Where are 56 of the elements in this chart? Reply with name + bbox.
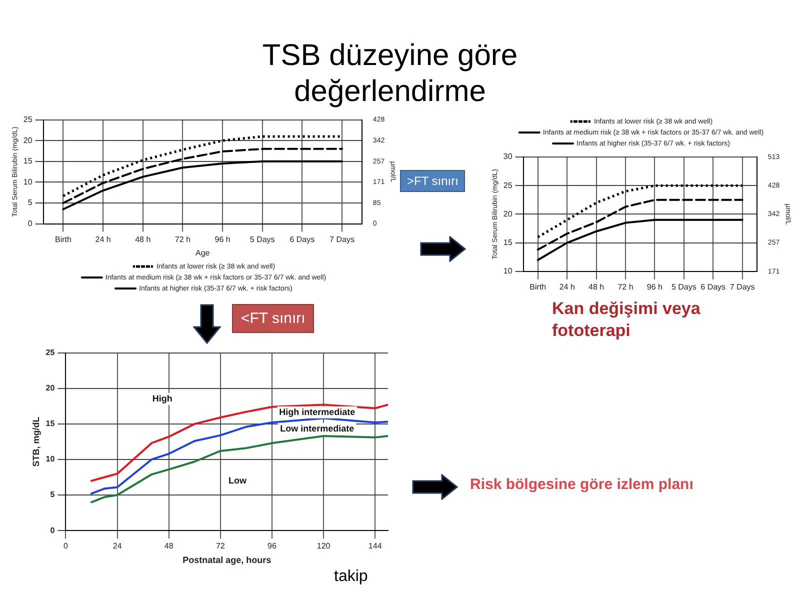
x-tick-label: 5 Days — [671, 282, 696, 292]
y-tick-label: 0 — [28, 219, 33, 228]
x-tick-label: 7 Days — [730, 282, 755, 292]
annotation: High intermediate — [279, 406, 356, 417]
x-tick-label: 6 Days — [290, 234, 315, 244]
y-tick-label: 0 — [50, 526, 56, 535]
text: Kan değişimi veya fototerapi — [552, 298, 702, 342]
x-tick-label: 24 — [112, 542, 122, 551]
y-tick-label: 25 — [23, 115, 33, 124]
y-tick-label: 5 — [28, 198, 33, 208]
x-tick-label: 48 h — [135, 234, 151, 244]
y-tick-label: 15 — [46, 419, 56, 428]
y-axis-title: STB, mg/dL — [30, 416, 41, 467]
text: takip — [334, 568, 368, 586]
y-tick-label: 10 — [46, 454, 56, 464]
y-tick-label: 15 — [503, 238, 513, 248]
x-tick-label: 0 — [63, 542, 68, 551]
line-series — [62, 148, 344, 204]
y-tick-label: 30 — [503, 152, 513, 162]
y-tick-label: 15 — [23, 156, 33, 166]
x-tick-label: 48 — [164, 542, 174, 551]
x-axis-title: Postnatal age, hours — [182, 555, 272, 566]
x-tick-label: 72 h — [174, 234, 190, 244]
y-tick-label: 20 — [46, 384, 56, 393]
x-tick-label: 72 h — [618, 282, 634, 292]
y-tick-label: 10 — [503, 266, 513, 276]
y-tick-label: 5 — [50, 490, 56, 500]
text: >FT sınırı — [400, 170, 466, 192]
y-tick-label: 10 — [23, 177, 33, 186]
y-tick-label: 25 — [503, 180, 513, 190]
x-tick-label: Birth — [530, 282, 546, 292]
x-tick-label: Birth — [54, 234, 72, 244]
x-tick-label: 7 Days — [330, 234, 354, 244]
x-tick-label: 144 — [368, 542, 382, 551]
text: Risk bölgesine göre izlem planı — [470, 476, 694, 493]
x-tick-label: 6 Days — [700, 282, 726, 292]
x-tick-label: 96 h — [214, 234, 230, 244]
x-tick-label: 24 h — [559, 282, 575, 292]
y-tick-label: 20 — [503, 209, 513, 218]
chart-title: TSB düzeyine göre değerlendirme — [261, 38, 519, 110]
annotation: Low intermediate — [280, 423, 354, 434]
line-series — [536, 198, 744, 251]
x-axis-title: Age — [195, 248, 210, 258]
x-tick-label: 72 — [216, 542, 226, 551]
x-tick-label: 96 h — [646, 282, 662, 292]
x-tick-label: 120 — [316, 542, 331, 551]
line-series — [536, 184, 744, 238]
x-tick-label: 48 h — [588, 282, 604, 292]
x-tick-label: 96 — [268, 542, 277, 551]
x-tick-label: 24 h — [95, 234, 111, 244]
annotation: High — [152, 394, 172, 404]
y-tick-label: 20 — [23, 136, 33, 145]
text: <FT sınırı — [232, 304, 314, 333]
annotation: Low — [228, 475, 248, 486]
y-tick-label: 25 — [46, 348, 56, 358]
x-tick-label: 5 Days — [250, 234, 275, 244]
